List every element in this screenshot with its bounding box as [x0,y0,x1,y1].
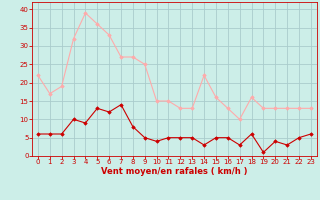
X-axis label: Vent moyen/en rafales ( km/h ): Vent moyen/en rafales ( km/h ) [101,167,248,176]
